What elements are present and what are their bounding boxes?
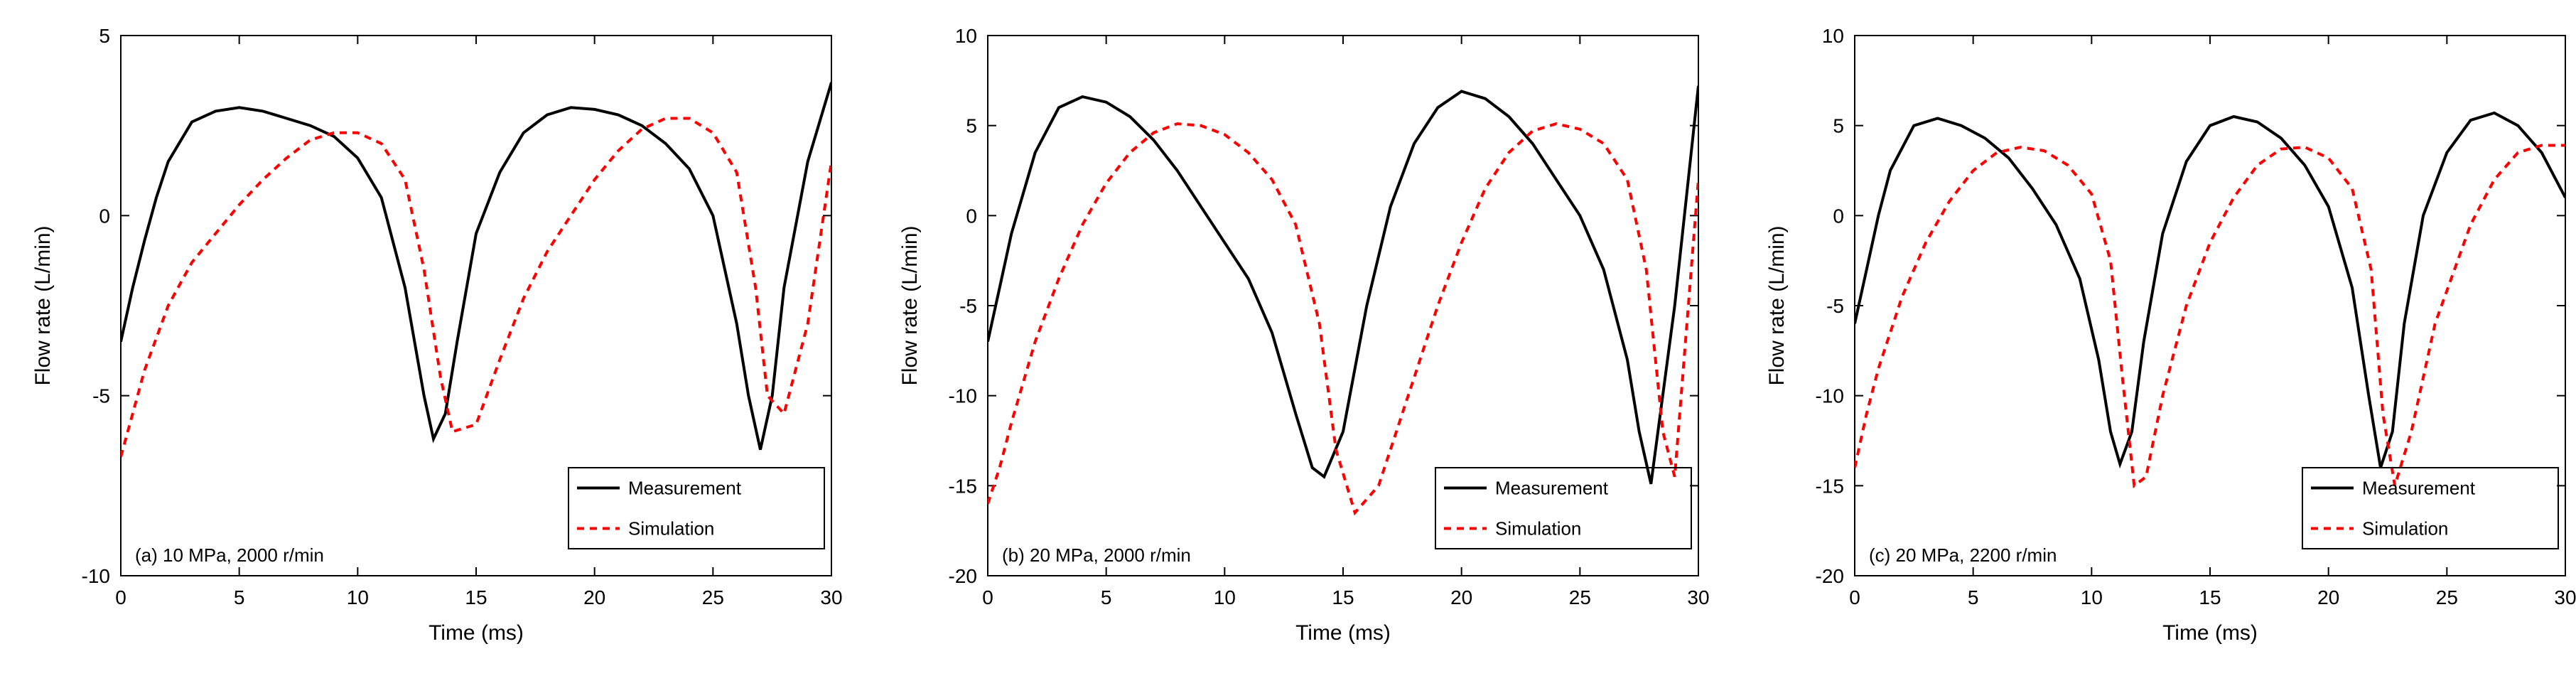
chart-panels: 0 5 10 15 20 25 30 -10 -5 0 5 Time (ms) Flow rate (L… <box>14 14 2562 668</box>
x-axis-label: Time (ms) <box>2162 621 2258 645</box>
panel-a-wrap: 0 5 10 15 20 25 30 -10 -5 0 5 Time (ms) Flow rate (L… <box>14 14 853 668</box>
series-simulation <box>121 119 831 457</box>
legend-label: Measurement <box>628 478 742 499</box>
x-tick-label: 25 <box>1569 586 1591 608</box>
legend-label: Simulation <box>628 518 714 539</box>
legend-label: Measurement <box>2362 478 2476 499</box>
series-measurement <box>1855 113 2565 468</box>
legend-label: Simulation <box>2362 518 2448 539</box>
y-tick-label: 0 <box>966 205 977 227</box>
panel-c-wrap: 0 5 10 15 20 25 30 -20 -15 -10 -5 0 5 10 Time (ms) Flow… <box>1748 14 2576 668</box>
y-tick-label: 5 <box>1833 115 1844 137</box>
x-tick-label: 5 <box>234 586 245 608</box>
panel-b: 0 5 10 15 20 25 30 -20 -15 -10 -5 0 5 10 Time (ms) Flow… <box>881 14 1720 668</box>
x-tick-label: 30 <box>2554 586 2576 608</box>
y-tick-label: -5 <box>92 385 110 407</box>
y-axis-label: Flow rate (L/min) <box>1765 225 1789 385</box>
x-tick-label: 15 <box>2199 586 2221 608</box>
y-tick-label: -10 <box>82 565 110 587</box>
series-measurement <box>121 82 831 450</box>
y-tick-label: 10 <box>955 25 977 47</box>
panel-a: 0 5 10 15 20 25 30 -10 -5 0 5 Time (ms) Flow rate (L… <box>14 14 853 668</box>
x-tick-label: 0 <box>1849 586 1860 608</box>
x-tick-label: 10 <box>347 586 369 608</box>
y-tick-label: -15 <box>949 475 977 497</box>
x-axis-label: Time (ms) <box>429 621 524 645</box>
x-tick-label: 0 <box>982 586 993 608</box>
x-tick-label: 5 <box>1968 586 1979 608</box>
y-tick-label: -20 <box>949 565 977 587</box>
y-tick-label: -10 <box>1816 385 1844 407</box>
x-tick-label: 15 <box>465 586 487 608</box>
series-simulation <box>1855 146 2565 486</box>
x-axis-label: Time (ms) <box>1295 621 1391 645</box>
panel-caption: (a) 10 MPa, 2000 r/min <box>135 544 324 566</box>
x-tick-label: 30 <box>820 586 842 608</box>
x-tick-label: 30 <box>1687 586 1709 608</box>
x-tick-label: 20 <box>2317 586 2339 608</box>
panel-c: 0 5 10 15 20 25 30 -20 -15 -10 -5 0 5 10 Time (ms) Flow… <box>1748 14 2576 668</box>
y-tick-label: 0 <box>1833 205 1844 227</box>
y-tick-label: 10 <box>1822 25 1844 47</box>
panel-caption: (c) 20 MPa, 2200 r/min <box>1869 544 2057 566</box>
x-tick-label: 25 <box>702 586 724 608</box>
y-tick-label: -5 <box>1826 295 1844 317</box>
x-tick-label: 0 <box>115 586 126 608</box>
y-axis-label: Flow rate (L/min) <box>898 225 922 385</box>
panel-b-wrap: 0 5 10 15 20 25 30 -20 -15 -10 -5 0 5 10 Time (ms) Flow… <box>881 14 1720 668</box>
y-tick-label: 5 <box>966 115 977 137</box>
series-measurement <box>988 86 1698 484</box>
x-tick-label: 5 <box>1101 586 1112 608</box>
y-tick-label: 0 <box>99 205 110 227</box>
y-tick-label: -10 <box>949 385 977 407</box>
x-tick-label: 15 <box>1332 586 1354 608</box>
series-simulation <box>988 124 1698 512</box>
legend-label: Measurement <box>1495 478 1609 499</box>
y-tick-label: -15 <box>1816 475 1844 497</box>
x-tick-label: 10 <box>2081 586 2103 608</box>
x-tick-label: 20 <box>583 586 605 608</box>
y-tick-label: 5 <box>99 25 110 47</box>
x-tick-label: 10 <box>1214 586 1236 608</box>
y-axis-label: Flow rate (L/min) <box>31 225 55 385</box>
legend-label: Simulation <box>1495 518 1581 539</box>
y-tick-label: -20 <box>1816 565 1844 587</box>
x-tick-label: 25 <box>2436 586 2458 608</box>
y-tick-label: -5 <box>959 295 977 317</box>
x-tick-label: 20 <box>1450 586 1472 608</box>
panel-caption: (b) 20 MPa, 2000 r/min <box>1002 544 1191 566</box>
